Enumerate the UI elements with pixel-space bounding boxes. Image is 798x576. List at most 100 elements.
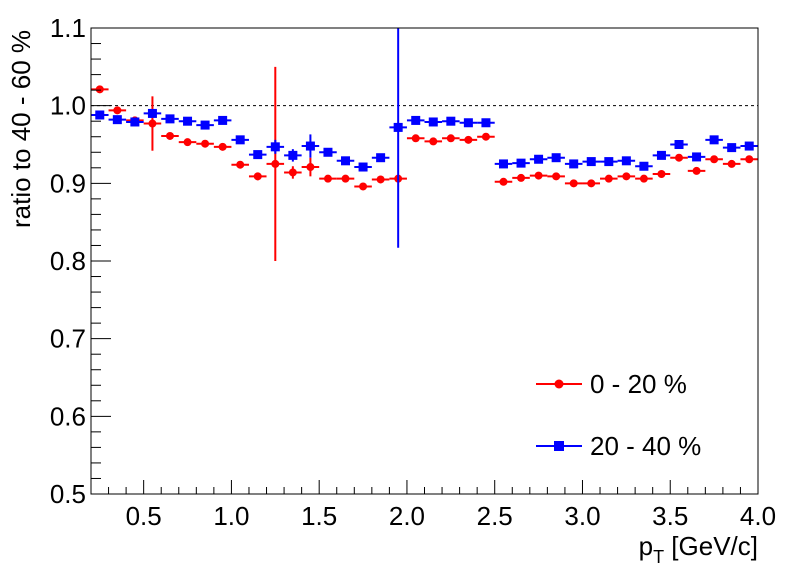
legend-label: 20 - 40 % <box>590 431 701 461</box>
data-point <box>710 155 719 164</box>
data-point <box>621 156 631 166</box>
x-axis-title: pT [GeV/c] <box>639 531 758 567</box>
data-point <box>675 153 684 162</box>
y-tick-label: 0.7 <box>50 324 86 354</box>
data-point <box>745 155 754 164</box>
data-point <box>113 106 122 115</box>
series-layer <box>91 28 758 261</box>
data-point <box>147 108 157 118</box>
data-point <box>428 117 438 127</box>
data-point <box>657 170 666 179</box>
data-point <box>586 157 596 167</box>
data-point <box>148 119 157 128</box>
x-tick-label: 3.5 <box>652 501 688 531</box>
data-point <box>183 116 193 126</box>
data-point <box>464 135 473 144</box>
x-tick-label: 2.5 <box>477 501 513 531</box>
data-point <box>411 134 420 143</box>
data-point <box>692 166 701 175</box>
data-point <box>727 159 736 168</box>
legend-marker <box>554 441 564 451</box>
legend-entry-2: 20 - 40 % <box>536 431 701 461</box>
data-point <box>165 131 174 140</box>
data-point <box>446 134 455 143</box>
data-point <box>236 160 245 169</box>
data-point <box>306 163 315 172</box>
legend-entry-1: 0 - 20 % <box>536 369 687 399</box>
data-point <box>622 172 631 181</box>
data-point <box>288 168 297 177</box>
data-point <box>674 140 684 149</box>
data-point <box>551 153 561 163</box>
series-2 <box>91 28 758 248</box>
data-point <box>481 132 490 141</box>
x-tick-label: 3.0 <box>564 501 600 531</box>
legend-label: 0 - 20 % <box>590 369 687 399</box>
data-point <box>235 135 245 145</box>
data-point <box>218 142 227 151</box>
data-point <box>253 150 263 160</box>
data-point <box>130 117 140 127</box>
data-point <box>358 162 368 172</box>
x-tick-label: 1.5 <box>301 501 337 531</box>
y-axis-title: ratio to 40 - 60 % <box>6 30 36 228</box>
data-point <box>165 114 175 124</box>
data-point <box>218 115 228 125</box>
data-point <box>200 120 210 130</box>
axes-layer: 0.5 1.0 1.5 2.0 2.5 3.0 3.5 4.0 0.5 0.6 0.7 0.8 0.9 1… <box>50 13 776 531</box>
data-point <box>552 172 561 181</box>
data-point <box>498 159 508 169</box>
x-tick-label: 4.0 <box>740 501 776 531</box>
x-axis-title-subscript: T <box>653 547 664 567</box>
data-point <box>727 143 737 153</box>
data-point <box>271 159 280 168</box>
data-point <box>376 175 385 184</box>
data-point <box>305 141 315 151</box>
y-tick-label: 1.0 <box>50 91 86 121</box>
data-point <box>429 137 438 146</box>
data-point <box>534 154 544 164</box>
data-point <box>517 173 526 182</box>
data-point <box>359 182 368 191</box>
data-point <box>639 174 648 183</box>
data-point <box>709 135 719 145</box>
data-point <box>639 161 649 171</box>
data-point <box>534 171 543 180</box>
y-tick-label: 0.5 <box>50 479 86 509</box>
data-point <box>481 118 491 128</box>
data-point <box>183 138 192 147</box>
data-point <box>516 158 526 168</box>
data-point <box>376 153 386 163</box>
data-point <box>411 115 421 125</box>
data-point <box>201 139 210 148</box>
data-point <box>95 85 104 94</box>
data-point <box>323 147 333 157</box>
data-point <box>744 141 754 151</box>
data-point <box>270 142 280 152</box>
x-tick-label: 2.0 <box>389 501 425 531</box>
x-tick-label: 1.0 <box>213 501 249 531</box>
y-tick-label: 0.9 <box>50 168 86 198</box>
data-point <box>692 152 702 162</box>
data-point <box>446 116 456 126</box>
data-point <box>95 110 105 120</box>
data-point <box>393 122 403 132</box>
data-point <box>656 150 666 160</box>
data-point <box>604 157 614 167</box>
legend: 0 - 20 % 20 - 40 % <box>536 369 701 461</box>
x-axis-title-main: p <box>639 531 653 561</box>
data-point <box>499 177 508 186</box>
data-point <box>569 159 579 169</box>
data-point <box>323 174 332 183</box>
data-point <box>604 174 613 183</box>
data-point <box>569 179 578 188</box>
data-point <box>112 115 122 125</box>
x-axis-title-unit: [GeV/c] <box>664 531 758 561</box>
data-point <box>587 179 596 188</box>
data-point <box>253 172 262 181</box>
data-point <box>341 156 351 166</box>
legend-marker <box>554 379 564 389</box>
data-point <box>341 174 350 183</box>
